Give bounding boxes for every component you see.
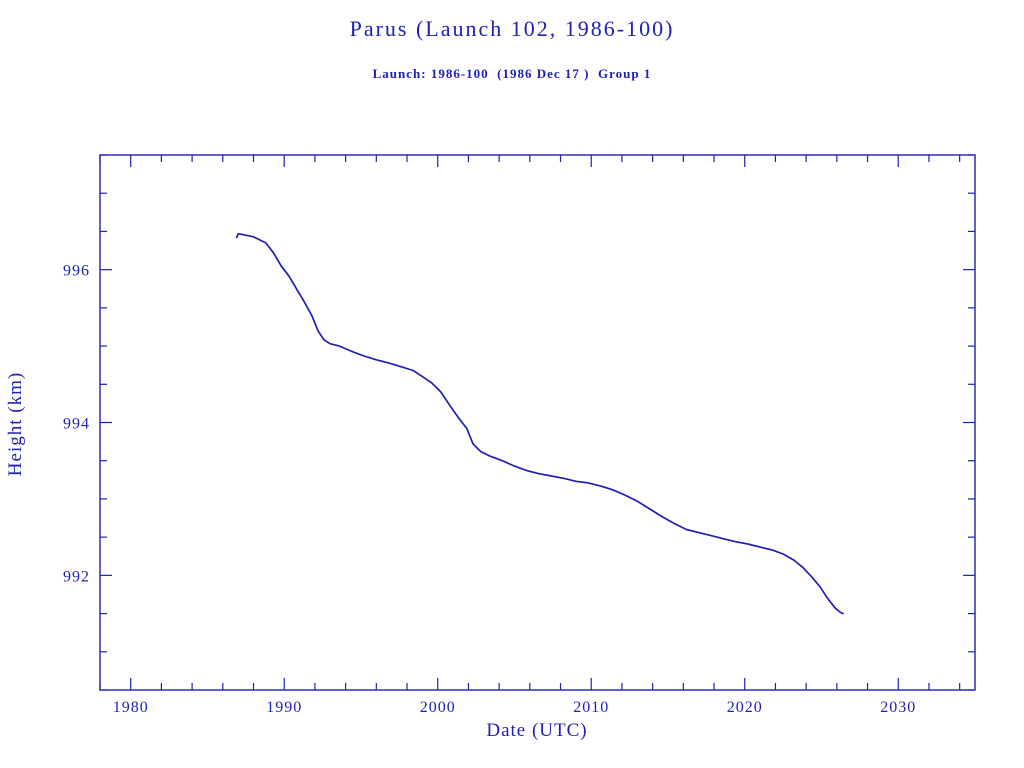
x-tick-label: 1980 <box>113 699 149 716</box>
x-tick-label: 2030 <box>880 699 916 716</box>
chart-subtitle: Launch: 1986-100 (1986 Dec 17 ) Group 1 <box>372 66 652 81</box>
plot-frame <box>99 154 976 691</box>
x-tick-label: 2010 <box>573 699 609 716</box>
y-tick-label: 996 <box>63 263 90 280</box>
x-tick-label: 1990 <box>266 699 302 716</box>
data-line <box>235 232 844 615</box>
x-tick-label: 2020 <box>727 699 763 716</box>
chart-title: Parus (Launch 102, 1986-100) <box>349 16 675 41</box>
x-tick-label: 2000 <box>420 699 456 716</box>
y-tick-label: 992 <box>63 568 90 585</box>
x-axis-label: Date (UTC) <box>486 720 588 741</box>
y-tick-label: 994 <box>63 416 90 433</box>
